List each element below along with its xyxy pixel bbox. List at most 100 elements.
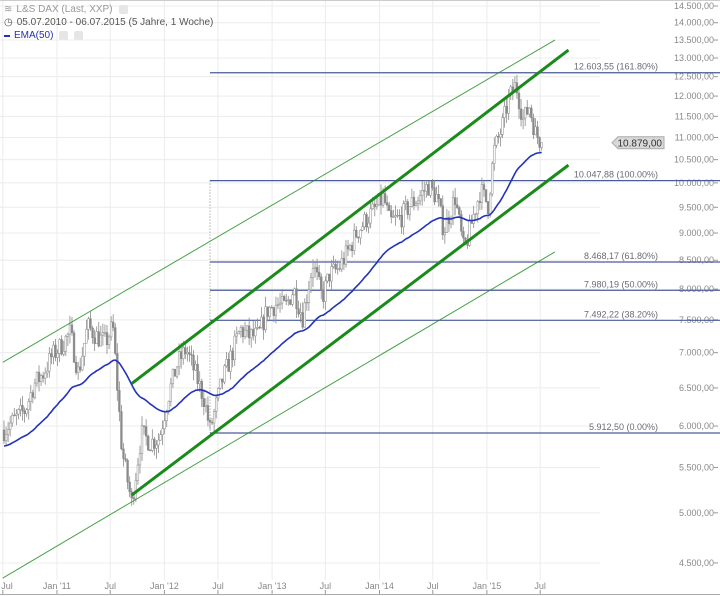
candle-body: [89, 318, 92, 329]
candle-body: [93, 337, 96, 344]
candle-body: [355, 229, 358, 238]
chart-type-icon: ≋: [4, 4, 13, 15]
candle-body: [254, 327, 257, 337]
candle-body: [161, 428, 164, 436]
ema-label[interactable]: EMA(50): [14, 30, 54, 41]
candle-body: [66, 333, 70, 337]
candle-body: [194, 364, 197, 371]
y-tick-label: 11.500,00: [675, 111, 714, 121]
candle-body: [204, 405, 208, 407]
candle-body: [262, 316, 265, 331]
candle-body: [31, 392, 34, 398]
candle-body: [353, 229, 356, 251]
candle-body: [182, 347, 185, 359]
candle-body: [482, 184, 486, 190]
instrument-label: L&S DAX (Last, XXP): [16, 4, 113, 15]
candle-body: [177, 351, 181, 368]
candle-body: [114, 327, 117, 354]
settings-icon[interactable]: [59, 31, 69, 40]
y-tick-label: 6.000,00: [679, 421, 714, 431]
candle-body: [140, 425, 144, 454]
candle-body: [208, 420, 212, 423]
candle-body: [359, 229, 362, 239]
candle-body: [462, 231, 465, 239]
candle-body: [330, 266, 333, 282]
candle-body: [437, 194, 440, 199]
candle-body: [404, 201, 407, 204]
candle-body: [367, 222, 370, 228]
candle-body: [107, 336, 111, 345]
candle-body: [268, 307, 271, 317]
ema-swatch: [4, 34, 10, 37]
candle-body: [476, 201, 479, 215]
close-icon[interactable]: [74, 31, 84, 40]
candle-body: [334, 263, 337, 270]
candle-body: [159, 434, 162, 441]
candle-body: [225, 359, 228, 367]
candle-body: [210, 421, 214, 424]
y-tick-label: 7.000,00: [679, 348, 714, 358]
candle-body: [398, 214, 401, 217]
candle-body: [138, 453, 142, 466]
y-tick-label: 6.500,00: [679, 383, 714, 393]
candle-body: [532, 117, 535, 135]
candle-body: [371, 203, 374, 210]
candle-body: [85, 329, 88, 344]
settings-icon[interactable]: [118, 5, 128, 14]
candle-body: [425, 184, 428, 192]
candle-body: [149, 449, 152, 452]
candle-body: [192, 354, 195, 371]
candle-body: [27, 401, 30, 410]
candle-body: [109, 321, 113, 338]
candle-body: [526, 107, 529, 115]
x-tick-label: Jul: [1, 581, 13, 591]
candle-body: [394, 215, 397, 218]
candle-body: [499, 134, 502, 138]
candle-body: [414, 203, 418, 207]
candle-body: [60, 339, 63, 355]
candle-body: [128, 481, 131, 492]
candle-body: [9, 422, 12, 430]
candle-body: [301, 312, 304, 328]
candle-body: [396, 214, 399, 217]
candle-body: [381, 193, 385, 206]
y-tick-label: 14.000,00: [674, 18, 714, 28]
candle-body: [155, 444, 158, 449]
candle-body: [369, 208, 372, 224]
candle-body: [295, 288, 298, 310]
y-tick-label: 14.500,00: [674, 1, 714, 11]
candle-body: [19, 405, 22, 410]
candle-body: [219, 378, 222, 389]
candle-body: [39, 375, 43, 382]
candle-body: [126, 459, 129, 483]
candle-body: [287, 299, 290, 301]
candle-body: [116, 353, 119, 391]
candle-body: [33, 382, 37, 398]
candle-body: [180, 351, 183, 359]
period-label: 05.07.2010 - 06.07.2015 (5 Jahre, 1 Woch…: [16, 17, 214, 28]
y-tick-label: 13.000,00: [674, 53, 714, 63]
candle-body: [447, 217, 451, 225]
x-tick-label: Jan '13: [258, 581, 287, 591]
candle-body: [37, 371, 41, 382]
candle-body: [101, 332, 105, 336]
candle-body: [272, 307, 276, 316]
candle-body: [291, 294, 294, 305]
y-tick-label: 10.000,00: [674, 178, 714, 188]
ema-line: [3, 151, 542, 447]
candle-body: [478, 201, 482, 203]
candle-body: [23, 410, 26, 414]
candle-body: [256, 327, 259, 329]
candle-body: [357, 236, 360, 239]
last-price-tag: [611, 136, 665, 150]
y-tick-label: 12.000,00: [674, 91, 714, 101]
candle-body: [346, 245, 350, 250]
y-tick-label: 12.500,00: [674, 72, 714, 82]
candle-body: [79, 366, 82, 371]
candle-body: [495, 136, 498, 146]
candle-body: [202, 398, 205, 407]
candle-body: [153, 438, 156, 449]
candle-body: [163, 420, 166, 429]
fib-level-label: 5.912,50 (0.00%): [589, 422, 658, 432]
